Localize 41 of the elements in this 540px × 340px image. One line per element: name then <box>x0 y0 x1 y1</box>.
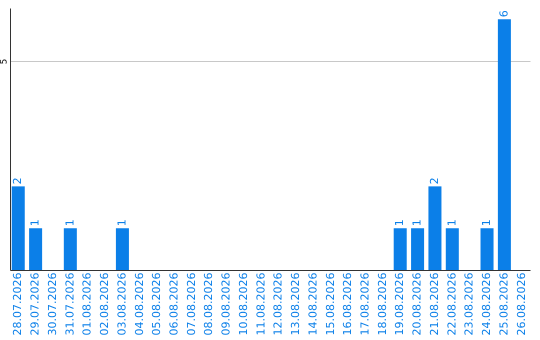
x-tick-label: 11.08.2026 <box>254 272 268 336</box>
x-tick-label: 18.08.2026 <box>376 272 389 336</box>
x-tick-label: 26.08.2026 <box>514 272 528 336</box>
x-tick-label: 02.08.2026 <box>98 272 112 336</box>
data-label: 1 <box>480 219 494 226</box>
x-tick-label: 15.08.2026 <box>324 272 337 336</box>
x-tick-label: 09.08.2026 <box>220 272 233 336</box>
x-tick-label: 10.08.2026 <box>236 272 250 336</box>
x-tick-label: 16.08.2026 <box>341 272 354 336</box>
x-tick-label: 29.07.2026 <box>28 272 42 336</box>
x-tick-label: 20.08.2026 <box>410 272 424 336</box>
x-tick-label: 24.08.2026 <box>480 272 494 336</box>
x-tick-label: 17.08.2026 <box>358 272 372 336</box>
x-tick-label: 31.07.2026 <box>63 272 76 336</box>
x-tick-label: 14.08.2026 <box>306 272 320 336</box>
x-tick-label: 22.08.2026 <box>445 272 458 336</box>
x-tick-label: 06.08.2026 <box>168 272 181 336</box>
data-label: 1 <box>410 219 424 226</box>
x-tick-label: 04.08.2026 <box>132 272 146 336</box>
y-tick-label: 5 <box>0 58 10 64</box>
x-tick-label: 05.08.2026 <box>150 272 164 336</box>
x-tick-label: 08.08.2026 <box>202 272 216 336</box>
x-tick-label: 07.08.2026 <box>184 272 198 336</box>
x-tick-label: 25.08.2026 <box>497 272 510 336</box>
data-label: 1 <box>63 219 76 226</box>
x-tick-label: 01.08.2026 <box>80 272 94 336</box>
x-tick-label: 03.08.2026 <box>115 272 128 336</box>
x-tick-label: 28.07.2026 <box>11 272 24 336</box>
x-tick-label: 12.08.2026 <box>272 272 285 336</box>
data-label: 2 <box>428 177 441 184</box>
data-label: 2 <box>11 177 24 184</box>
data-label: 1 <box>393 219 406 226</box>
x-tick-label: 23.08.2026 <box>462 272 476 336</box>
x-tick-label: 19.08.2026 <box>393 272 406 336</box>
data-label: 1 <box>28 219 42 226</box>
x-tick-label: 30.07.2026 <box>46 272 59 336</box>
data-label: 1 <box>445 219 458 226</box>
x-tick-label: 13.08.2026 <box>289 272 302 336</box>
data-label: 1 <box>115 219 128 226</box>
data-label: 6 <box>497 10 510 18</box>
x-tick-label: 21.08.2026 <box>428 272 441 336</box>
